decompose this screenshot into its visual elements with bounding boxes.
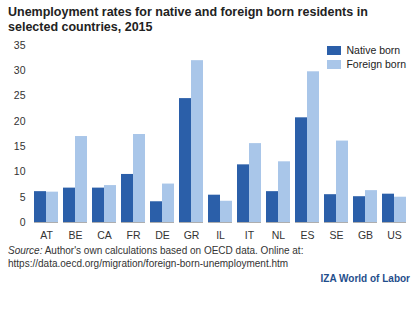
svg-text:IT: IT [245, 229, 255, 241]
svg-text:DE: DE [155, 229, 170, 241]
svg-text:30: 30 [14, 64, 26, 76]
svg-text:GB: GB [358, 229, 373, 241]
svg-text:10: 10 [14, 165, 26, 177]
svg-text:0: 0 [20, 216, 26, 228]
html-text:Source: Author's own calculati: Source: Author's own calculations based … [8, 245, 304, 269]
svg-text:AT: AT [40, 229, 53, 241]
svg-text:20: 20 [14, 115, 26, 127]
svg-text:5: 5 [20, 191, 26, 203]
svg-text:25: 25 [14, 89, 26, 101]
svg-text:35: 35 [14, 39, 26, 51]
svg-text:ES: ES [300, 229, 314, 241]
svg-text:GR: GR [184, 229, 200, 241]
svg-text:IL: IL [216, 229, 225, 241]
html-text:IZA World of Labor: IZA World of Labor [320, 273, 410, 284]
html-text:Unemployment rates for native: Unemployment rates for native and foreig… [8, 5, 368, 34]
svg-text:15: 15 [14, 140, 26, 152]
svg-text:CA: CA [97, 229, 112, 241]
html-text:Foreign born: Foreign born [346, 58, 406, 70]
svg-text:SE: SE [329, 229, 343, 241]
svg-text:FR: FR [127, 229, 141, 241]
svg-text:US: US [387, 229, 402, 241]
html-text:Native born: Native born [346, 44, 401, 56]
svg-text:BE: BE [68, 229, 82, 241]
svg-text:NL: NL [272, 229, 286, 241]
